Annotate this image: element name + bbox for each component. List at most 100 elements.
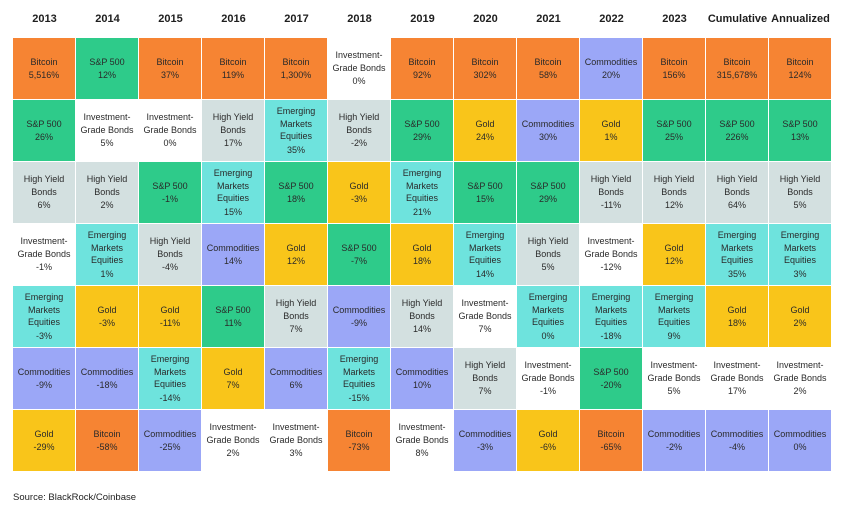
- column-header-9: 2022: [599, 13, 624, 25]
- return-value: 13%: [790, 132, 809, 142]
- return-value: 6%: [289, 380, 303, 390]
- return-cell: Investment- Grade Bonds 2%: [769, 348, 831, 409]
- asset-label: High Yield Bonds: [716, 174, 758, 197]
- asset-label: High Yield Bonds: [653, 174, 695, 197]
- return-value: -18%: [96, 380, 118, 390]
- return-cell: S&P 500 13%: [769, 100, 831, 161]
- return-value: -4%: [728, 442, 745, 452]
- return-cell: High Yield Bonds 7%: [265, 286, 327, 347]
- return-cell: High Yield Bonds 2%: [76, 162, 138, 223]
- column-header-8: 2021: [536, 13, 561, 25]
- return-cell: Gold 12%: [265, 224, 327, 285]
- return-value: 11%: [224, 318, 242, 328]
- return-cell: Emerging Markets Equities -14%: [139, 348, 201, 409]
- asset-label: S&P 500: [656, 118, 692, 129]
- return-cell: Bitcoin 156%: [643, 38, 705, 99]
- return-cell: Bitcoin 315,678%: [706, 38, 768, 99]
- asset-label: Bitcoin: [723, 56, 751, 67]
- asset-label: Bitcoin: [345, 428, 373, 439]
- asset-label: Bitcoin: [471, 56, 499, 67]
- return-cell: S&P 500 -7%: [328, 224, 390, 285]
- return-cell: Investment- Grade Bonds 0%: [139, 100, 201, 161]
- return-value: -25%: [159, 442, 181, 452]
- return-value: 37%: [160, 70, 179, 80]
- return-value: 7%: [289, 324, 303, 335]
- return-value: -9%: [350, 318, 367, 328]
- return-cell: High Yield Bonds 5%: [517, 224, 579, 285]
- asset-label: Investment- Grade Bonds: [773, 360, 827, 383]
- asset-label: Bitcoin: [786, 56, 814, 67]
- return-cell: High Yield Bonds 7%: [454, 348, 516, 409]
- return-value: 124%: [788, 70, 812, 80]
- asset-label: Emerging Markets Equities: [339, 354, 379, 389]
- return-value: -11%: [159, 318, 181, 328]
- asset-label: Commodities: [143, 428, 197, 439]
- asset-label: High Yield Bonds: [464, 360, 506, 383]
- return-value: 15%: [223, 206, 242, 217]
- return-cell: Commodities -4%: [706, 410, 768, 471]
- return-value: 26%: [34, 132, 53, 142]
- return-value: 1%: [604, 132, 618, 142]
- asset-label: Gold: [601, 118, 621, 129]
- asset-label: Gold: [223, 366, 243, 377]
- return-cell: S&P 500 226%: [706, 100, 768, 161]
- return-cell: Emerging Markets Equities 35%: [706, 224, 768, 285]
- return-cell: Investment- Grade Bonds 0%: [328, 38, 390, 99]
- return-value: 14%: [475, 268, 494, 279]
- return-cell: Commodities 10%: [391, 348, 453, 409]
- return-cell: S&P 500 29%: [517, 162, 579, 223]
- asset-label: Investment- Grade Bonds: [458, 298, 512, 321]
- asset-label: High Yield Bonds: [275, 298, 317, 321]
- asset-label: Gold: [349, 180, 369, 191]
- asset-label: Emerging Markets Equities: [717, 230, 757, 265]
- asset-label: Emerging Markets Equities: [87, 230, 127, 265]
- return-value: -2%: [665, 442, 682, 452]
- asset-label: Investment- Grade Bonds: [143, 112, 197, 135]
- return-value: 17%: [223, 138, 242, 149]
- return-cell: S&P 500 -20%: [580, 348, 642, 409]
- return-value: 15%: [475, 194, 494, 204]
- return-value: -29%: [33, 442, 55, 452]
- asset-label: Emerging Markets Equities: [654, 292, 694, 327]
- return-cell: Bitcoin -65%: [580, 410, 642, 471]
- return-value: 30%: [538, 132, 557, 142]
- return-cell: Commodities -18%: [76, 348, 138, 409]
- return-cell: Emerging Markets Equities 14%: [454, 224, 516, 285]
- return-cell: High Yield Bonds 12%: [643, 162, 705, 223]
- asset-label: Gold: [286, 242, 306, 253]
- asset-label: High Yield Bonds: [212, 112, 254, 135]
- return-cell: Emerging Markets Equities -3%: [13, 286, 75, 347]
- return-value: -11%: [600, 200, 622, 211]
- asset-label: Investment- Grade Bonds: [647, 360, 701, 383]
- return-cell: Gold 7%: [202, 348, 264, 409]
- asset-label: Commodities: [584, 56, 638, 67]
- return-value: -3%: [35, 330, 52, 341]
- return-cell: Gold -3%: [328, 162, 390, 223]
- return-value: 17%: [727, 386, 746, 397]
- return-value: 1%: [100, 268, 114, 279]
- return-cell: Commodities 20%: [580, 38, 642, 99]
- return-cell: S&P 500 26%: [13, 100, 75, 161]
- asset-label: Gold: [160, 304, 180, 315]
- asset-label: Gold: [790, 304, 810, 315]
- asset-label: S&P 500: [719, 118, 755, 129]
- return-cell: Emerging Markets Equities 21%: [391, 162, 453, 223]
- return-value: 29%: [412, 132, 431, 142]
- asset-label: S&P 500: [26, 118, 62, 129]
- return-value: 10%: [412, 380, 431, 390]
- return-cell: S&P 500 11%: [202, 286, 264, 347]
- return-value: -65%: [600, 442, 622, 452]
- return-cell: Investment- Grade Bonds -1%: [13, 224, 75, 285]
- return-value: 12%: [664, 256, 683, 266]
- return-cell: Gold -11%: [139, 286, 201, 347]
- return-cell: Commodities -2%: [643, 410, 705, 471]
- return-value: -1%: [539, 386, 556, 397]
- return-cell: Commodities -9%: [328, 286, 390, 347]
- asset-label: Investment- Grade Bonds: [710, 360, 764, 383]
- return-value: 8%: [415, 448, 429, 459]
- return-cell: High Yield Bonds -11%: [580, 162, 642, 223]
- asset-label: High Yield Bonds: [590, 174, 632, 197]
- return-value: 5,516%: [28, 70, 60, 80]
- asset-label: Commodities: [710, 428, 764, 439]
- asset-label: Bitcoin: [282, 56, 310, 67]
